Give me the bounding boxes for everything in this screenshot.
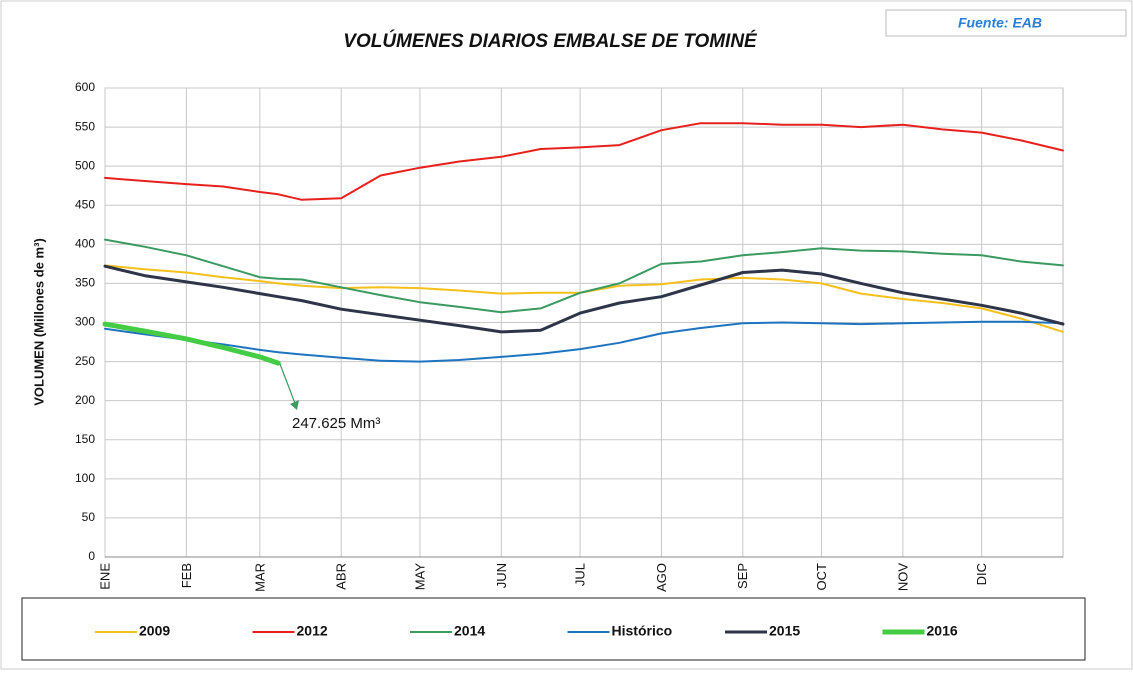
series-line xyxy=(104,238,1064,314)
legend-label: Histórico xyxy=(612,623,673,639)
source-box xyxy=(885,9,1127,37)
y-tick-label: 350 xyxy=(75,276,95,290)
y-tick-label: 150 xyxy=(75,432,95,446)
series-line xyxy=(103,264,1065,334)
y-tick-label: 600 xyxy=(75,80,95,94)
legend-label: 2009 xyxy=(139,623,170,639)
y-tick-label: 400 xyxy=(75,237,95,251)
annotation-arrowhead xyxy=(290,400,299,410)
source: Fuente: EAB xyxy=(958,15,1042,31)
x-tick-label: SEP xyxy=(735,563,750,589)
x-tick-label: MAY xyxy=(412,563,427,591)
series-line xyxy=(104,320,1064,363)
legend-label: 2012 xyxy=(297,623,328,639)
legend-label: 2015 xyxy=(769,623,800,639)
y-tick-label: 300 xyxy=(75,315,95,329)
series-line xyxy=(102,321,281,366)
x-tick-label: MAR xyxy=(252,563,267,592)
x-tick-label: ABR xyxy=(334,563,349,590)
legend-label: 2014 xyxy=(454,623,485,639)
series-line xyxy=(104,264,1064,333)
annotation: 247.625 Mm³ xyxy=(292,415,380,432)
y-tick-label: 500 xyxy=(75,158,95,172)
series-line xyxy=(104,122,1064,201)
y-axis-label: VOLUMEN (Millones de m³) xyxy=(31,238,46,406)
legend-box xyxy=(21,597,1086,661)
chart-title: VOLÚMENES DIARIOS EMBALSE DE TOMINÉ xyxy=(343,30,758,52)
y-tick-label: 50 xyxy=(82,510,96,524)
x-tick-label: FEB xyxy=(179,563,194,588)
y-tick-label: 250 xyxy=(75,354,95,368)
y-tick-label: 100 xyxy=(75,471,95,485)
x-tick-label: JUN xyxy=(494,563,509,588)
x-tick-label: ENE xyxy=(97,563,112,590)
x-tick-label: AGO xyxy=(654,563,669,592)
grid: 0 50 100 150 200 250 300 350 400 450 500 550 600 ENE F… xyxy=(75,80,1064,592)
y-tick-label: 200 xyxy=(75,393,95,407)
annotation-arrow xyxy=(279,363,297,407)
y-tick-label: 550 xyxy=(75,119,95,133)
y-tick-label: 0 xyxy=(88,549,95,563)
legend: 2009 2012 2014 Histórico 2015 2016 xyxy=(95,623,958,639)
legend-label: 2016 xyxy=(927,623,958,639)
x-tick-label: NOV xyxy=(895,563,910,592)
x-tick-label: JUL xyxy=(573,563,588,586)
x-tick-label: OCT xyxy=(814,563,829,591)
lines xyxy=(102,122,1065,366)
x-tick-label: DIC xyxy=(974,563,989,585)
y-tick-label: 450 xyxy=(75,197,95,211)
